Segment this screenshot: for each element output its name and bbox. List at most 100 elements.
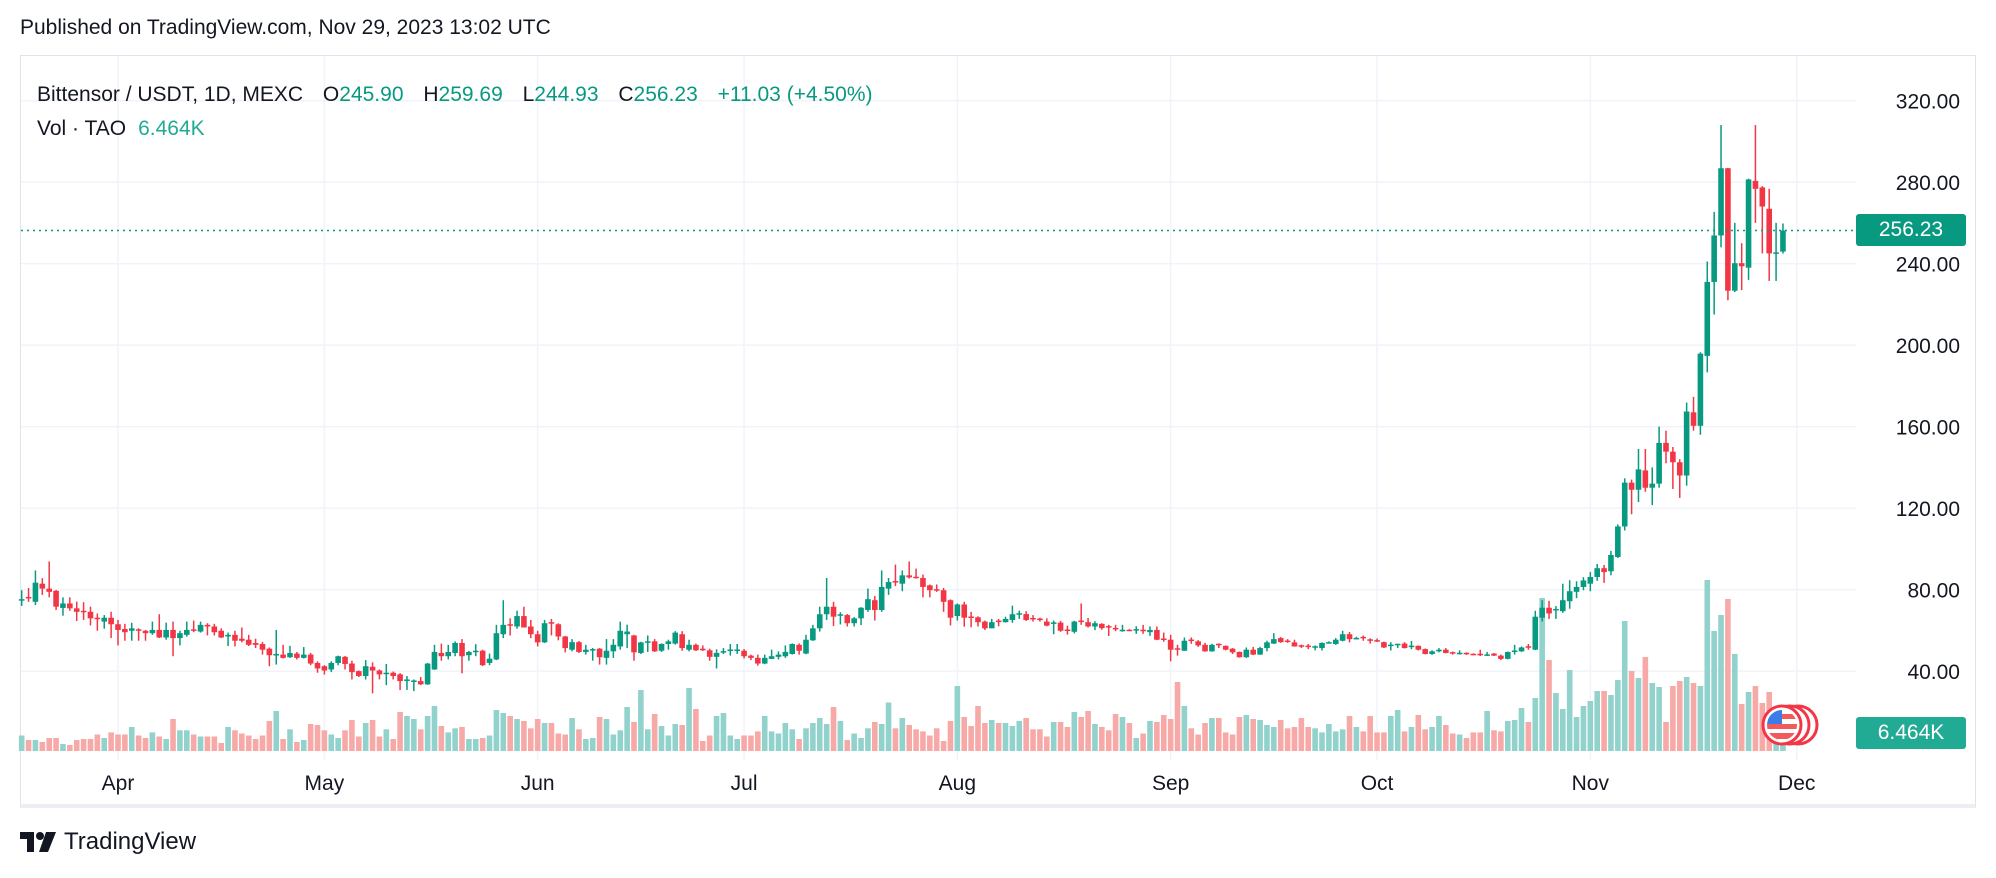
candle xyxy=(1759,186,1766,254)
candle xyxy=(1484,651,1490,657)
candle xyxy=(885,577,892,595)
volume-bar xyxy=(1504,721,1511,751)
candle-body xyxy=(548,622,555,624)
price-axis[interactable]: 40.00 80.00 120.00 160.00 200.00 240.00 280.00… xyxy=(1896,91,1960,685)
candle xyxy=(1216,643,1222,649)
candle-body xyxy=(53,590,59,607)
volume-bar xyxy=(218,743,224,751)
candle-body xyxy=(18,599,25,601)
volume-bar xyxy=(225,727,231,751)
candle-body xyxy=(837,614,844,616)
candle xyxy=(80,602,87,620)
candle-body xyxy=(101,617,108,622)
candle-body xyxy=(1456,652,1463,655)
time-axis[interactable]: Apr May Jun Jul Aug Sep Oct Nov Dec xyxy=(102,772,1816,795)
volume-bar xyxy=(1738,704,1745,751)
volume-bar xyxy=(1676,681,1683,751)
candle xyxy=(865,588,871,612)
volume-bar xyxy=(816,718,823,751)
candle-body xyxy=(700,648,706,651)
candle xyxy=(211,623,218,636)
volume-bar xyxy=(1050,722,1057,751)
volume-bar xyxy=(80,739,87,751)
candle xyxy=(204,623,211,636)
candle-body xyxy=(1222,645,1229,650)
candle-body xyxy=(32,582,39,602)
candle xyxy=(390,671,396,680)
candle-body xyxy=(583,649,589,652)
volume-bar xyxy=(596,717,603,751)
candle-body xyxy=(1463,652,1470,655)
candle xyxy=(775,651,782,660)
published-caption: Published on TradingView.com, Nov 29, 20… xyxy=(20,16,551,39)
candle-body xyxy=(1449,652,1456,654)
volume-bar xyxy=(1566,670,1573,751)
candle-body xyxy=(1738,263,1745,267)
candle xyxy=(1780,223,1786,254)
candle-body xyxy=(1332,639,1339,645)
volume-bar xyxy=(1030,729,1036,751)
candle-body xyxy=(397,674,403,682)
volume-bar xyxy=(748,735,754,751)
candle xyxy=(892,564,899,587)
candle-body xyxy=(108,617,114,625)
volume-bar xyxy=(1663,722,1669,751)
candle xyxy=(1587,572,1594,592)
candle xyxy=(1188,637,1195,644)
volume-bar xyxy=(1291,727,1298,751)
candle xyxy=(25,587,32,602)
volume-bar xyxy=(300,740,307,751)
volume-bar xyxy=(1621,621,1628,751)
last-price-tag: 256.23 xyxy=(1856,214,1966,246)
candle xyxy=(823,577,830,620)
candle xyxy=(562,635,568,653)
candle-body xyxy=(968,616,974,618)
candle-body xyxy=(1381,642,1387,648)
candle-body xyxy=(665,641,672,645)
tradingview-logo-icon[interactable] xyxy=(20,832,56,852)
candle-body xyxy=(1498,655,1504,659)
symbol-title[interactable]: Bittensor / USDT, 1D, MEXC xyxy=(37,83,304,106)
candle xyxy=(1711,211,1717,315)
volume-bar xyxy=(1532,698,1539,751)
volume-bar xyxy=(273,711,280,751)
volume-bar xyxy=(892,728,899,751)
candle xyxy=(294,651,300,660)
volume-bar xyxy=(349,720,355,751)
volume-bar xyxy=(706,735,713,751)
candle xyxy=(245,634,252,647)
volume-bar xyxy=(18,735,25,751)
candle xyxy=(872,595,878,621)
candle xyxy=(1745,178,1752,280)
candle-body xyxy=(1773,252,1779,254)
tradingview-brand[interactable]: TradingView xyxy=(64,828,197,855)
candle-body xyxy=(500,624,507,635)
candle-body xyxy=(534,634,541,643)
volume-bar xyxy=(459,727,465,751)
candle-body xyxy=(878,586,885,610)
candle-body xyxy=(823,606,830,615)
candle xyxy=(342,656,348,670)
candle xyxy=(376,669,383,680)
candle-body xyxy=(713,652,720,657)
volume-bar xyxy=(87,739,94,751)
candle-body xyxy=(259,644,266,650)
volume-bar xyxy=(583,739,589,751)
candle xyxy=(18,590,25,606)
candle xyxy=(644,635,651,652)
candle xyxy=(534,630,541,647)
volume-label[interactable]: Vol · TAO xyxy=(37,117,127,140)
candle-body xyxy=(438,652,445,657)
us-flag-icon[interactable] xyxy=(1761,704,1819,746)
candle xyxy=(438,643,445,661)
candle xyxy=(844,614,851,627)
candle-body xyxy=(1291,642,1298,647)
volume-bar xyxy=(362,723,369,751)
candle-body xyxy=(1725,168,1731,291)
candle xyxy=(349,660,355,680)
candle-body xyxy=(1002,618,1009,623)
candle xyxy=(1085,617,1091,628)
volume-bar xyxy=(1064,727,1071,751)
volume-bar xyxy=(1319,732,1325,751)
